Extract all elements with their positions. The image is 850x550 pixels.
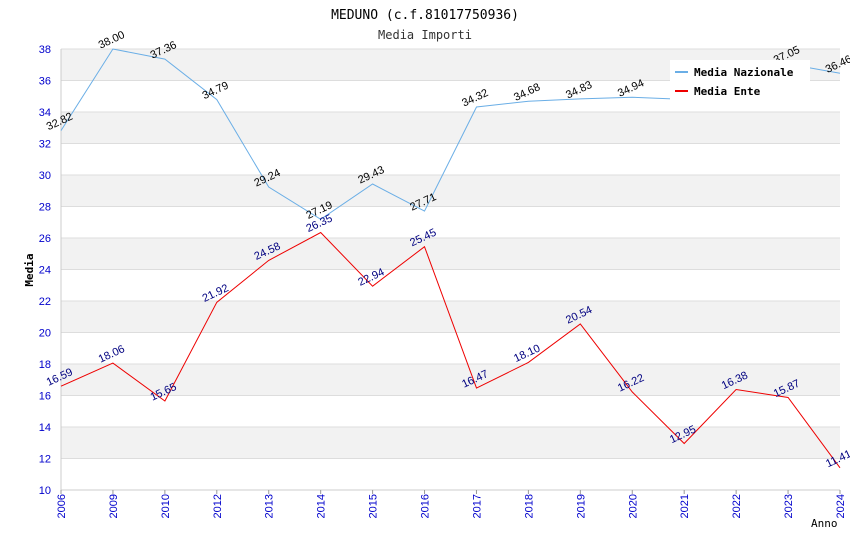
chart-subtitle: Media Importi — [378, 28, 472, 42]
y-tick-label: 10 — [39, 485, 51, 497]
x-tick-label: 2016 — [420, 494, 432, 518]
y-axis-ticks: 10 12 14 16 18 20 22 24 26 28 30 32 34 36 38 — [39, 44, 51, 497]
plot-band — [61, 364, 840, 396]
plot-band — [61, 332, 840, 364]
chart-title: MEDUNO (c.f.81017750936) — [331, 8, 519, 23]
plot-band — [61, 427, 840, 459]
x-tick-label: 2010 — [160, 494, 172, 518]
legend-label: Media Ente — [694, 85, 761, 98]
x-axis-label: Anno — [811, 517, 838, 530]
y-tick-label: 38 — [39, 44, 51, 56]
y-tick-label: 12 — [39, 454, 51, 466]
plot-band — [61, 458, 840, 490]
plot-background — [61, 49, 840, 490]
legend-label: Media Nazionale — [694, 66, 794, 79]
legend: Media Nazionale Media Ente — [670, 60, 810, 102]
plot-band — [61, 238, 840, 270]
x-tick-label: 2006 — [56, 494, 68, 518]
x-tick-label: 2012 — [212, 494, 224, 518]
axes — [60, 49, 840, 491]
y-tick-label: 24 — [39, 265, 51, 277]
plot-band — [61, 206, 840, 238]
x-tick-label: 2022 — [731, 494, 743, 518]
x-tick-label: 2019 — [575, 494, 587, 518]
y-tick-label: 36 — [39, 76, 51, 88]
series-line-media-ente — [60, 231, 841, 469]
y-tick-label: 22 — [39, 296, 51, 308]
x-tick-label: 2017 — [471, 494, 483, 518]
x-tick-label: 2020 — [627, 494, 639, 518]
plot-band — [61, 395, 840, 427]
x-tick-label: 2023 — [783, 494, 795, 518]
y-axis-label: Media — [23, 253, 36, 286]
y-tick-label: 20 — [39, 328, 51, 340]
x-tick-label: 2014 — [316, 494, 328, 518]
y-tick-label: 28 — [39, 202, 51, 214]
y-tick-label: 14 — [39, 422, 51, 434]
x-tick-label: 2009 — [108, 494, 120, 518]
y-tick-label: 30 — [39, 170, 51, 182]
plot-band — [61, 112, 840, 144]
y-tick-label: 16 — [39, 391, 51, 403]
y-tick-label: 32 — [39, 139, 51, 151]
x-tick-label: 2015 — [368, 494, 380, 518]
x-tick-label: 2013 — [264, 494, 276, 518]
x-axis-ticks: 2006 2009 2010 2012 2013 2014 2015 2016 2017 2018… — [56, 490, 847, 518]
x-tick-label: 2021 — [679, 494, 691, 518]
legend-box — [670, 60, 810, 102]
y-tick-label: 18 — [39, 359, 51, 371]
plot-band — [61, 175, 840, 207]
plot-band — [61, 269, 840, 301]
x-tick-label: 2024 — [835, 494, 847, 518]
y-tick-label: 34 — [39, 107, 51, 119]
data-label: 38.00 — [97, 29, 127, 52]
y-tick-label: 26 — [39, 233, 51, 245]
x-tick-label: 2018 — [523, 494, 535, 518]
grid — [61, 48, 840, 491]
